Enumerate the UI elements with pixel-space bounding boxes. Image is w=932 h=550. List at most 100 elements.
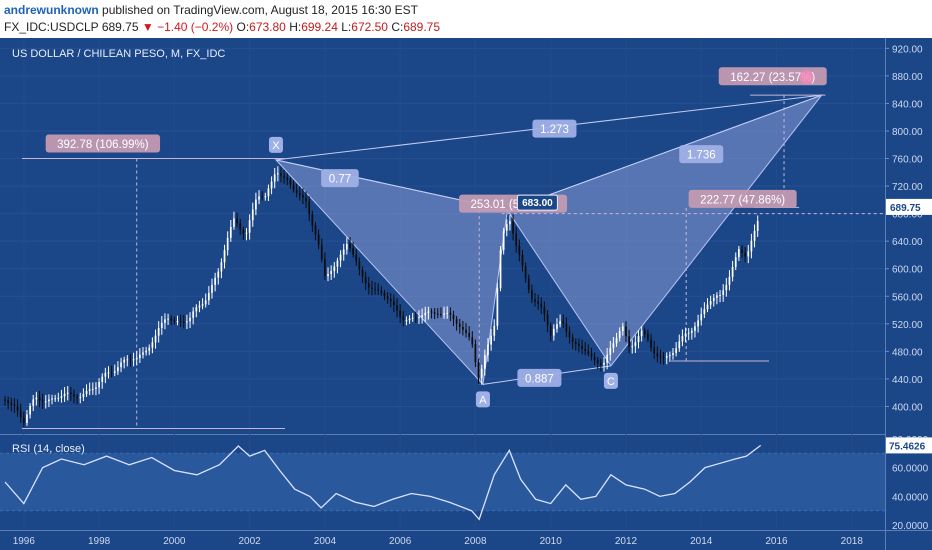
candle-body xyxy=(16,406,19,411)
candle-body xyxy=(436,313,439,315)
candle-body xyxy=(371,287,373,289)
candle-body xyxy=(458,323,461,328)
candle-body xyxy=(427,311,430,313)
candle-body xyxy=(709,301,712,305)
time-tick-label: 1996 xyxy=(13,536,36,547)
candle-body xyxy=(57,397,60,399)
candle-body xyxy=(593,356,596,360)
candle-body xyxy=(176,321,179,323)
candle-body xyxy=(531,290,533,300)
time-tick-label: 2018 xyxy=(841,536,864,547)
candle-body xyxy=(480,368,483,379)
candle-body xyxy=(142,352,144,355)
range-label-d: 222.77 (47.86%) xyxy=(700,194,785,206)
candle-body xyxy=(731,266,734,277)
candle-body xyxy=(543,307,546,315)
symbol-label: FX_IDC:USDCLP xyxy=(4,20,99,34)
candle-body xyxy=(345,243,348,250)
candle-body xyxy=(251,209,254,221)
candle-body xyxy=(233,218,235,227)
candle-body xyxy=(556,324,558,329)
candle-body xyxy=(600,363,602,365)
time-tick-label: 2010 xyxy=(540,536,563,547)
candle-body xyxy=(712,297,715,302)
time-tick-label: 2006 xyxy=(389,536,412,547)
candle-body xyxy=(261,196,264,198)
candle-body xyxy=(286,177,289,181)
candle-body xyxy=(110,372,113,374)
candle-body xyxy=(292,184,295,190)
candle-body xyxy=(22,417,25,424)
candle-body xyxy=(283,175,285,178)
candle-body xyxy=(690,330,693,333)
candle-body xyxy=(374,288,376,290)
candle-body xyxy=(487,344,489,356)
time-tick-label: 1998 xyxy=(88,536,111,547)
candle-body xyxy=(612,343,615,348)
pattern-point-box xyxy=(603,372,618,389)
author-link[interactable]: andrewunknown xyxy=(4,3,99,17)
candle-body xyxy=(320,244,323,260)
candle-body xyxy=(245,232,248,234)
close-value: 689.75 xyxy=(403,20,441,34)
candle-body xyxy=(625,326,627,337)
candle-body xyxy=(295,189,298,194)
range-label-target-box xyxy=(718,67,827,86)
candle-body xyxy=(377,289,380,291)
candle-body xyxy=(518,245,521,256)
candle-body xyxy=(367,283,370,288)
candle-body xyxy=(750,240,753,252)
candle-body xyxy=(60,396,63,398)
candle-body xyxy=(559,321,561,325)
rsi-band xyxy=(0,453,885,511)
candle-body xyxy=(107,372,110,374)
candle-body xyxy=(220,262,223,272)
ohlc-line: FX_IDC:USDCLP 689.75 ▼ −1.40 (−0.2%) O:6… xyxy=(4,20,440,34)
candle-body xyxy=(618,330,621,339)
candle-body xyxy=(462,327,464,330)
rsi-last-tag-box xyxy=(886,437,932,454)
candle-body xyxy=(471,337,474,345)
candle-body xyxy=(352,248,354,255)
candle-body xyxy=(722,290,725,296)
candle-body xyxy=(29,405,31,415)
candle-body xyxy=(355,254,358,262)
candle-body xyxy=(167,318,169,320)
candle-body xyxy=(117,367,119,372)
candle-body xyxy=(383,292,386,297)
price-change: ▼ −1.40 (−0.2%) xyxy=(141,20,234,34)
price-chart[interactable]: 392.78 (106.99%)253.01 (58.64%) 222.77 (4… xyxy=(0,38,932,550)
candle-body xyxy=(433,312,436,314)
candle-body xyxy=(305,197,307,202)
candle-body xyxy=(678,341,681,349)
candle-body xyxy=(32,399,35,406)
price-box xyxy=(516,194,558,211)
last-price-tag-box xyxy=(886,198,932,215)
candle-body xyxy=(26,414,28,424)
candle-body xyxy=(48,399,50,402)
candle-body xyxy=(509,221,511,225)
candle-body xyxy=(440,314,442,316)
candle-body xyxy=(151,342,154,348)
candle-body xyxy=(179,321,182,323)
time-tick-label: 2004 xyxy=(314,536,337,547)
candle-body xyxy=(63,393,66,397)
candle-body xyxy=(280,173,282,176)
candle-body xyxy=(339,254,342,261)
candle-body xyxy=(527,278,530,291)
candle-body xyxy=(455,319,458,324)
rsi-title: RSI (14, close) xyxy=(12,443,85,455)
candle-body xyxy=(402,316,405,321)
candle-body xyxy=(449,312,452,315)
candle-body xyxy=(534,299,536,302)
target-marker xyxy=(799,70,814,85)
candle-body xyxy=(38,397,41,401)
candle-body xyxy=(82,394,85,398)
candle-body xyxy=(418,317,420,319)
candle-body xyxy=(364,276,367,284)
candle-body xyxy=(414,317,417,319)
candle-body xyxy=(552,328,555,336)
candle-body xyxy=(73,394,75,397)
candle-body xyxy=(549,325,552,336)
candle-body xyxy=(91,388,94,390)
